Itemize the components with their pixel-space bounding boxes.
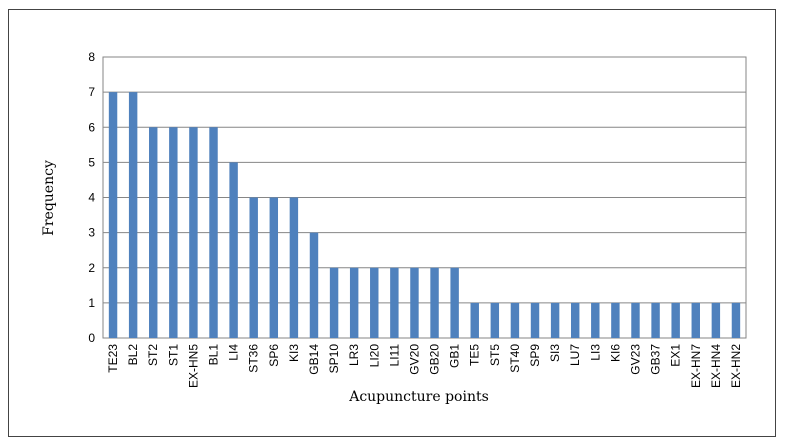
- x-tick-label: ST36: [247, 344, 261, 373]
- x-tick-label: GB14: [307, 344, 321, 375]
- x-tick-label: LI4: [227, 344, 241, 361]
- x-tick-label: SP9: [528, 344, 542, 367]
- bar-gb20: [430, 267, 439, 338]
- y-axis-title: Frequency: [41, 160, 57, 236]
- x-tick-label: LI11: [387, 344, 401, 367]
- x-tick-label: LI20: [367, 344, 381, 368]
- bar-sp6: [269, 197, 279, 338]
- bar-te23: [108, 92, 118, 338]
- bar-gv20: [410, 267, 419, 338]
- bar-te5: [470, 302, 479, 338]
- x-axis-title: Acupuncture points: [348, 389, 489, 405]
- chart-frame: 0 1 2 3 4 5 6 7 8 TE23 BL2 ST2 ST1 EX-HN5 BL1 LI4 ST36 S…: [8, 9, 776, 437]
- x-tick-label: ST2: [146, 344, 160, 366]
- x-tick-label: TE23: [106, 344, 120, 373]
- bar-ki6: [611, 302, 620, 338]
- bar-ex-hn7: [691, 302, 700, 338]
- x-tick-label: LR3: [347, 344, 361, 366]
- x-tick-label: SP10: [327, 344, 341, 374]
- x-tick-label: GB1: [448, 344, 462, 368]
- bars: [108, 92, 741, 338]
- bar-st5: [490, 302, 500, 338]
- bar-st40: [510, 302, 520, 338]
- bar-bl1: [209, 127, 218, 338]
- x-tick-label: ST5: [488, 344, 502, 366]
- bar-li4: [229, 162, 238, 338]
- bar-ex-hn2: [731, 302, 741, 338]
- bar-gb1: [450, 267, 459, 338]
- bar-st2: [149, 127, 158, 338]
- bar-li3: [591, 302, 600, 338]
- x-tick-label: LI3: [588, 344, 602, 361]
- bar-ex-hn4: [711, 302, 721, 338]
- y-axis-ticks: 0 1 2 3 4 5 6 7 8: [88, 50, 95, 345]
- x-tick-label: ST40: [508, 344, 522, 373]
- x-tick-label: LU7: [568, 344, 582, 366]
- x-tick-label: EX-HN2: [729, 344, 743, 388]
- x-tick-label: SI3: [548, 344, 562, 362]
- bar-gb37: [651, 302, 660, 338]
- y-tick-label: 8: [88, 50, 95, 64]
- x-tick-label: BL1: [207, 344, 221, 366]
- bar-lr3: [349, 267, 359, 338]
- bar-lu7: [570, 302, 580, 338]
- bar-chart: 0 1 2 3 4 5 6 7 8 TE23 BL2 ST2 ST1 EX-HN5 BL1 LI4 ST36 S…: [41, 50, 747, 405]
- bar-li20: [370, 267, 379, 338]
- x-tick-label: EX-HN7: [689, 344, 703, 388]
- bar-sp10: [329, 267, 339, 338]
- y-tick-label: 0: [88, 331, 95, 345]
- y-tick-label: 1: [88, 296, 95, 310]
- x-tick-label: GB37: [649, 344, 663, 375]
- bar-st1: [169, 127, 178, 338]
- x-tick-label: EX-HN4: [709, 344, 723, 388]
- y-tick-label: 6: [88, 120, 95, 134]
- bar-si3: [550, 302, 560, 338]
- x-tick-label: KI3: [287, 344, 301, 362]
- x-tick-label: BL2: [126, 344, 140, 366]
- y-tick-label: 3: [88, 226, 95, 240]
- bar-li11: [390, 267, 399, 338]
- x-tick-label: EX-HN5: [186, 344, 200, 388]
- y-tick-label: 2: [88, 261, 95, 275]
- x-tick-label: GB20: [428, 344, 442, 375]
- bar-st36: [249, 197, 258, 338]
- x-tick-label: GV20: [407, 344, 421, 375]
- y-tick-label: 7: [88, 85, 95, 99]
- bar-ki3: [289, 197, 299, 338]
- x-tick-label: ST1: [166, 344, 180, 366]
- bar-bl2: [128, 92, 138, 338]
- x-tick-label: TE5: [468, 344, 482, 366]
- y-tick-label: 5: [88, 155, 95, 169]
- x-axis-ticks: TE23 BL2 ST2 ST1 EX-HN5 BL1 LI4 ST36 SP6 KI3 GB14 S…: [106, 344, 743, 388]
- bar-ex-hn5: [189, 127, 198, 338]
- bar-ex1: [671, 302, 680, 338]
- bar-gv23: [631, 302, 640, 338]
- bar-gb14: [309, 232, 319, 338]
- bar-sp9: [530, 302, 540, 338]
- x-tick-label: EX1: [669, 344, 683, 367]
- x-tick-label: GV23: [628, 344, 642, 375]
- y-tick-label: 4: [88, 191, 95, 205]
- x-tick-label: SP6: [267, 344, 281, 367]
- x-tick-label: KI6: [608, 344, 622, 362]
